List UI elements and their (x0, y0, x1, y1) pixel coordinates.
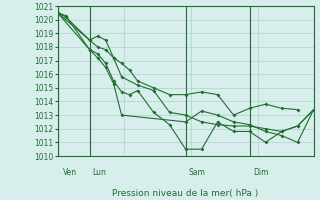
Text: Ven: Ven (63, 168, 77, 177)
Text: Lun: Lun (92, 168, 106, 177)
Text: Dim: Dim (253, 168, 269, 177)
Text: Sam: Sam (188, 168, 205, 177)
Text: Pression niveau de la mer( hPa ): Pression niveau de la mer( hPa ) (112, 189, 259, 198)
